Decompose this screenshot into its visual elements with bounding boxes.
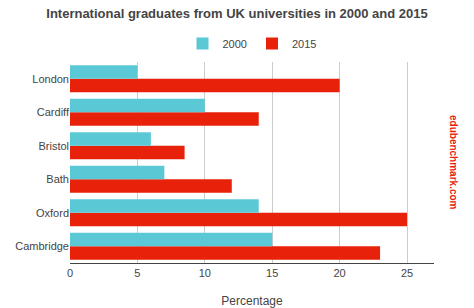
svg-text:25: 25: [401, 267, 413, 279]
svg-text:Bristol: Bristol: [38, 140, 69, 152]
svg-text:10: 10: [199, 267, 211, 279]
svg-text:edubenchmark.com: edubenchmark.com: [448, 115, 459, 210]
svg-text:2015: 2015: [292, 38, 316, 50]
svg-text:International graduates from U: International graduates from UK universi…: [46, 6, 427, 21]
svg-text:2000: 2000: [223, 38, 247, 50]
svg-text:0: 0: [67, 267, 73, 279]
svg-text:15: 15: [266, 267, 278, 279]
svg-text:Oxford: Oxford: [36, 207, 69, 219]
svg-text:Cambridge: Cambridge: [15, 240, 69, 252]
svg-text:20: 20: [334, 267, 346, 279]
svg-text:Cardiff: Cardiff: [37, 106, 70, 118]
svg-text:Bath: Bath: [46, 173, 69, 185]
svg-text:Percentage: Percentage: [221, 294, 283, 308]
svg-text:London: London: [32, 73, 69, 85]
svg-text:5: 5: [134, 267, 140, 279]
